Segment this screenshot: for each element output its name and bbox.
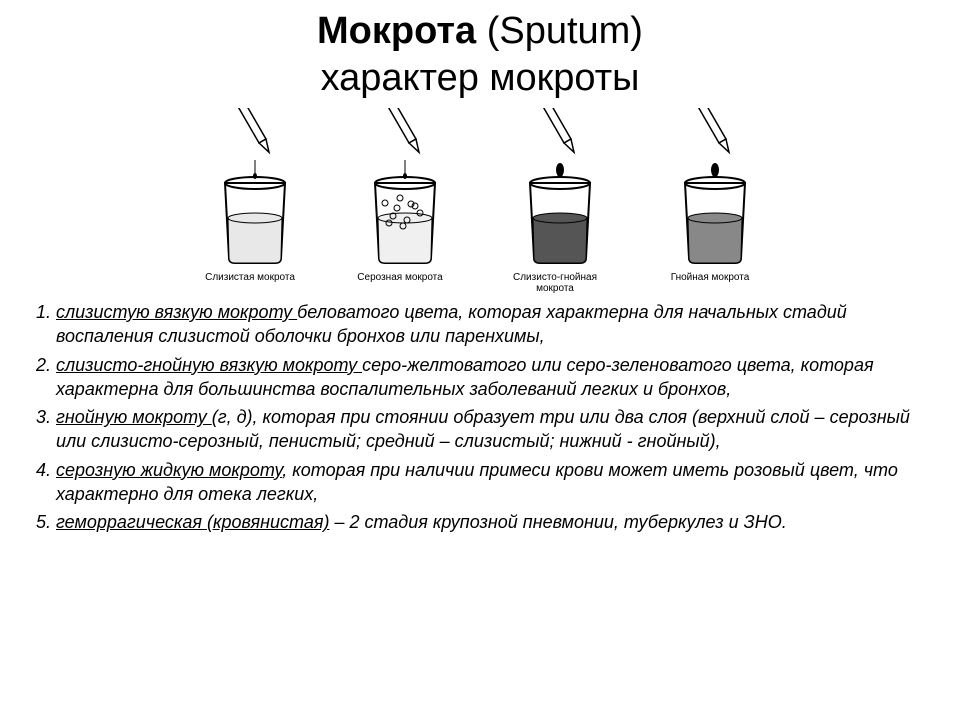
beaker-item: Слизистая мокрота	[195, 108, 305, 294]
list-item: геморрагическая (кровянистая) – 2 стадия…	[56, 510, 930, 534]
list-item: слизистую вязкую мокроту беловатого цвет…	[56, 300, 930, 349]
list-item: серозную жидкую мокроту, которая при нал…	[56, 458, 930, 507]
sputum-type-rest: – 2 стадия крупозной пневмонии, туберкул…	[329, 512, 786, 532]
beaker-row: Слизистая мокрота Серозная мокрота Слизи…	[30, 108, 930, 294]
sputum-type-list: слизистую вязкую мокроту беловатого цвет…	[30, 300, 930, 535]
subtitle: характер мокроты	[30, 57, 930, 100]
beaker-item: Слизисто-гнойная мокрота	[495, 108, 615, 294]
title-bold: Мокрота	[317, 10, 476, 52]
beaker-caption: Гнойная мокрота	[671, 272, 750, 283]
beaker-caption: Слизисто-гнойная мокрота	[495, 272, 615, 294]
sputum-type-lead: слизистую вязкую мокроту	[56, 302, 297, 322]
beaker-caption: Серозная мокрота	[357, 272, 442, 283]
sputum-type-lead: слизисто-гнойную вязкую мокроту	[56, 355, 362, 375]
beaker-item: Серозная мокрота	[345, 108, 455, 294]
page-title: Мокрота (Sputum)	[30, 10, 930, 53]
sputum-type-lead: гнойную мокроту	[56, 407, 212, 427]
list-item: гнойную мокроту (г, д), которая при стоя…	[56, 405, 930, 454]
beaker-caption: Слизистая мокрота	[205, 272, 295, 283]
title-paren: (Sputum)	[487, 10, 643, 52]
beaker-item: Гнойная мокрота	[655, 108, 765, 294]
sputum-type-lead: серозную жидкую мокроту	[56, 460, 282, 480]
list-item: слизисто-гнойную вязкую мокроту серо-жел…	[56, 353, 930, 402]
sputum-type-lead: геморрагическая (кровянистая)	[56, 512, 329, 532]
